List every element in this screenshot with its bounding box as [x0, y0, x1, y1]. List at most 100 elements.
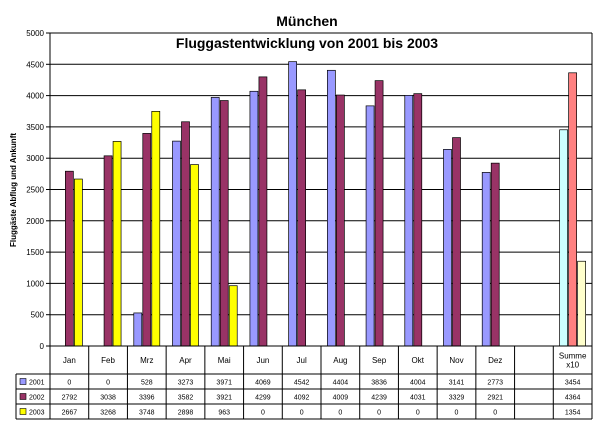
bar: [336, 94, 345, 347]
data-label: 0: [455, 410, 459, 417]
data-label: 4364: [565, 395, 581, 402]
data-label: 0: [261, 410, 265, 417]
y-tick-label: 4000: [26, 92, 44, 101]
y-tick-label: 3000: [26, 154, 44, 163]
bars: [65, 61, 586, 347]
bar: [413, 93, 423, 347]
x-tick-label: Aug: [333, 356, 347, 365]
bar: [404, 94, 414, 347]
data-label: 4031: [410, 395, 426, 402]
y-tick-label: 2500: [26, 186, 44, 195]
data-label: 3273: [178, 380, 194, 387]
bar: [365, 105, 375, 347]
x-tick-label: Jun: [256, 356, 269, 365]
bar: [481, 172, 491, 347]
bar: [151, 111, 161, 347]
bar: [142, 133, 152, 347]
bar: [297, 89, 306, 347]
data-label: 2667: [62, 410, 78, 417]
data-label: 4069: [255, 380, 271, 387]
data-table: Jan Feb Mrz Apr Mai Jun Jul Aug Sep Okt Nov Dez Summ…: [15, 345, 593, 420]
bar: [452, 137, 461, 347]
data-label: 0: [67, 380, 71, 387]
bar: [65, 170, 74, 347]
y-tick-label: 2000: [26, 217, 44, 226]
bar: [210, 97, 220, 347]
x-tick-label: x10: [566, 361, 579, 370]
y-tick-label: 3500: [26, 123, 44, 132]
bar: [568, 72, 577, 347]
y-axis: 0 500 1000 1500 2000 2500 3000 3500 4000 4500 5000: [26, 29, 593, 351]
bar: [219, 100, 229, 347]
y-tick-label: 0: [40, 342, 45, 351]
bar: [258, 76, 268, 347]
data-label: 2921: [487, 395, 503, 402]
bar: [374, 80, 384, 347]
bar: [103, 155, 113, 347]
data-label: 3396: [139, 395, 155, 402]
legend-entry: 2002: [29, 395, 45, 402]
y-tick-label: 1000: [26, 279, 44, 288]
x-tick-label: Okt: [412, 356, 425, 365]
bar: [288, 61, 297, 347]
chart-title: München: [276, 13, 337, 29]
bar: [327, 69, 336, 347]
data-label: 3921: [216, 395, 232, 402]
legend-key: [19, 393, 27, 400]
y-tick-label: 500: [31, 311, 45, 320]
x-tick-label: Jan: [63, 356, 76, 365]
data-label: 4404: [333, 380, 349, 387]
bar: [249, 90, 259, 347]
data-label: 4009: [333, 395, 349, 402]
y-tick-label: 5000: [26, 29, 44, 38]
bar: [133, 312, 143, 347]
x-tick-label: Sep: [372, 356, 387, 365]
data-label: 2792: [62, 395, 78, 402]
bar: [172, 140, 181, 347]
x-tick-label: Mrz: [140, 356, 153, 365]
legend-entry: 2001: [29, 380, 45, 387]
data-label: 3141: [449, 380, 465, 387]
data-label: 4004: [410, 380, 426, 387]
bar: [559, 129, 568, 347]
x-tick-label: Dez: [488, 356, 502, 365]
bar: [443, 149, 452, 347]
chart-subtitle: Fluggastentwicklung von 2001 bis 2003: [176, 35, 438, 51]
legend-key: [19, 378, 27, 385]
data-label: 0: [416, 410, 420, 417]
data-label: 3971: [216, 380, 232, 387]
data-label: 4542: [294, 380, 310, 387]
bar: [190, 164, 199, 347]
legend-key: [19, 408, 27, 415]
data-label: 2898: [178, 410, 194, 417]
data-label: 0: [338, 410, 342, 417]
bar: [490, 162, 500, 347]
data-label: 3038: [100, 395, 116, 402]
data-label: 0: [300, 410, 304, 417]
data-label: 3836: [371, 380, 387, 387]
y-tick-label: 1500: [26, 248, 44, 257]
data-label: 3748: [139, 410, 155, 417]
data-label: 4092: [294, 395, 310, 402]
data-label: 0: [377, 410, 381, 417]
legend-entry: 2003: [29, 410, 45, 417]
x-tick-label: Nov: [449, 356, 463, 365]
data-label: 3268: [100, 410, 116, 417]
x-tick-label: Mai: [218, 356, 231, 365]
bar: [228, 285, 238, 347]
x-tick-label: Feb: [101, 356, 115, 365]
data-label: 3329: [449, 395, 465, 402]
x-tick-label: Jul: [297, 356, 307, 365]
gridlines: [50, 32, 592, 347]
bar: [74, 178, 83, 347]
bar: [112, 141, 122, 347]
data-label: 4299: [255, 395, 271, 402]
bar: [181, 121, 190, 347]
data-label: 0: [493, 410, 497, 417]
data-label: 3454: [565, 380, 581, 387]
data-label: 963: [218, 410, 230, 417]
x-tick-label: Apr: [179, 356, 192, 365]
x-tick-label: Summe: [559, 352, 587, 361]
data-label: 0: [106, 380, 110, 387]
